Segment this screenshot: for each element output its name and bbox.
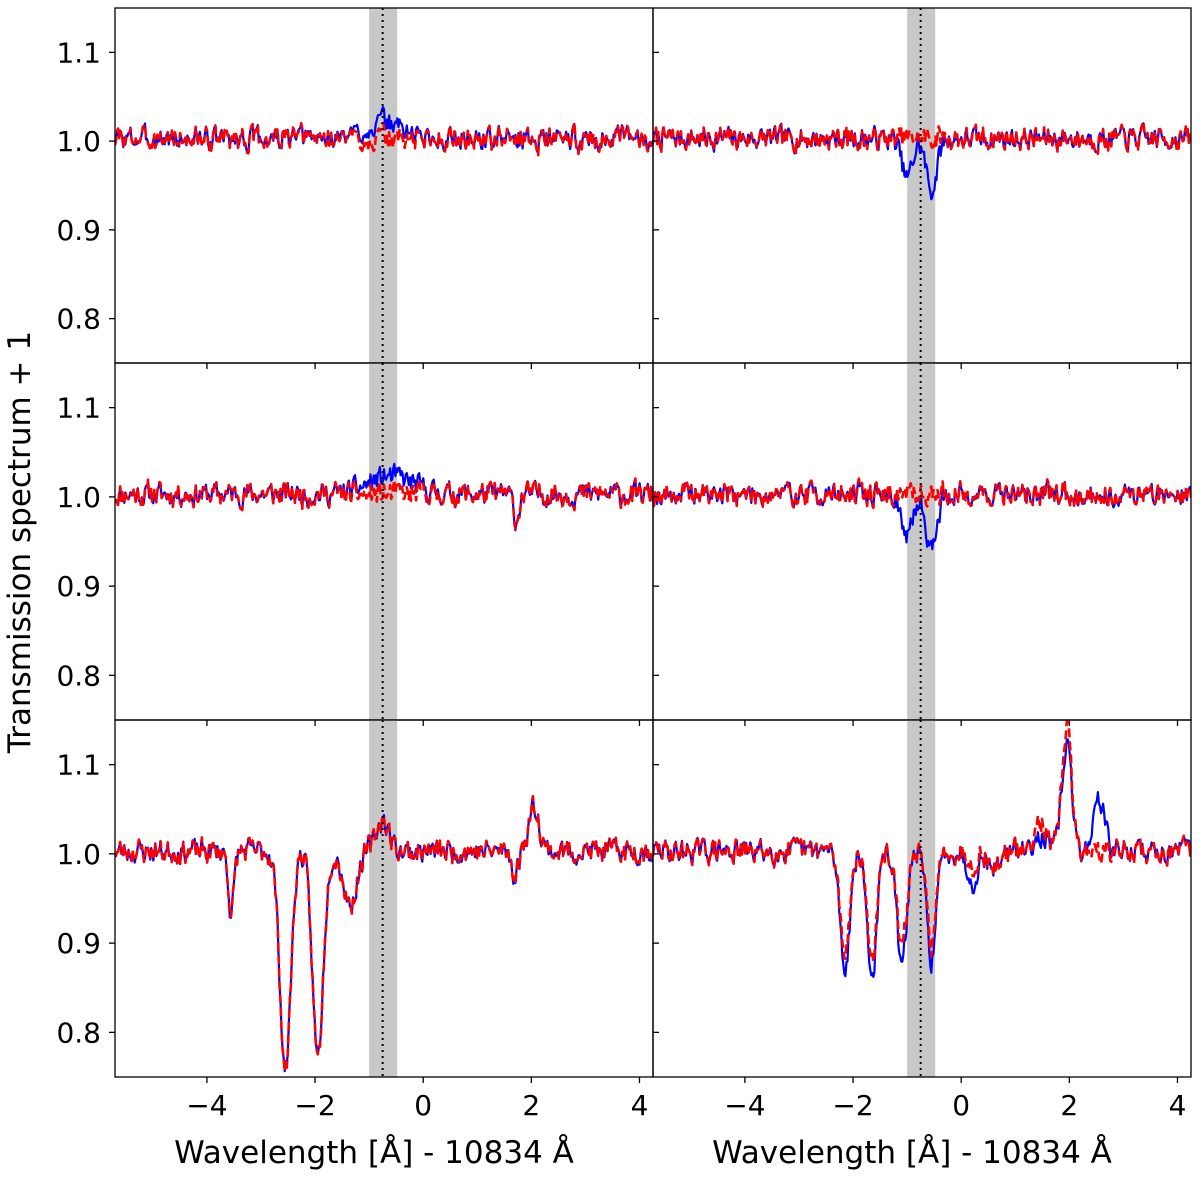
- panel-r0-c0: [109, 7, 654, 369]
- panel-r1-c0: [109, 362, 654, 726]
- y-tick-label: 0.8: [56, 303, 101, 336]
- panel-r0-c1: [652, 7, 1192, 369]
- panel-frame: [652, 719, 1192, 1078]
- series-red-dashed-line: [115, 477, 653, 530]
- y-tick-label: 1.1: [56, 392, 101, 425]
- x-axis-label-left: Wavelength [Å] - 10834 Å: [174, 1135, 574, 1171]
- x-tick-label: 2: [1060, 1089, 1078, 1122]
- x-tick-label: −2: [832, 1089, 873, 1122]
- y-tick-label: 1.0: [56, 838, 101, 871]
- x-tick-label: 4: [631, 1089, 649, 1122]
- panel-r2-c1: [652, 719, 1192, 1083]
- shaded-band: [369, 720, 398, 1077]
- y-tick-label: 1.1: [56, 749, 101, 782]
- y-tick-label: 0.9: [56, 214, 101, 247]
- shaded-band: [369, 363, 398, 720]
- x-tick-label: 0: [952, 1089, 970, 1122]
- panel-r2-c0: [109, 719, 654, 1083]
- panels-group: [109, 7, 1192, 1083]
- y-axis-label: Transmission spectrum + 1: [2, 331, 38, 754]
- series-red-dashed-line: [653, 477, 1191, 510]
- x-axis-label-right: Wavelength [Å] - 10834 Å: [712, 1135, 1112, 1171]
- y-tick-label: 0.9: [56, 927, 101, 960]
- y-tick-label: 1.0: [56, 481, 101, 514]
- y-tick-label: 0.9: [56, 570, 101, 603]
- panel-r1-c1: [652, 362, 1192, 726]
- ticks-group: 0.8 0.9 1.0 1.1 0.8 0.9 1.0 1.1 0.8 0.9 1.0 1.1 −4 −2…: [56, 36, 1186, 1122]
- series-red-dashed-line: [115, 795, 653, 1073]
- y-tick-label: 1.1: [56, 36, 101, 69]
- x-tick-label: −4: [186, 1089, 227, 1122]
- y-tick-label: 1.0: [56, 125, 101, 158]
- x-tick-label: 4: [1169, 1089, 1187, 1122]
- x-tick-label: 2: [522, 1089, 540, 1122]
- x-tick-label: −4: [724, 1089, 765, 1122]
- y-tick-label: 0.8: [56, 659, 101, 692]
- series-red-dashed-line: [115, 121, 653, 157]
- x-tick-label: 0: [414, 1089, 432, 1122]
- shaded-band: [907, 720, 936, 1077]
- series-red-dashed-line: [653, 720, 1191, 963]
- y-tick-label: 0.8: [56, 1016, 101, 1049]
- series-red-dashed-line: [653, 120, 1191, 157]
- x-tick-label: −2: [294, 1089, 335, 1122]
